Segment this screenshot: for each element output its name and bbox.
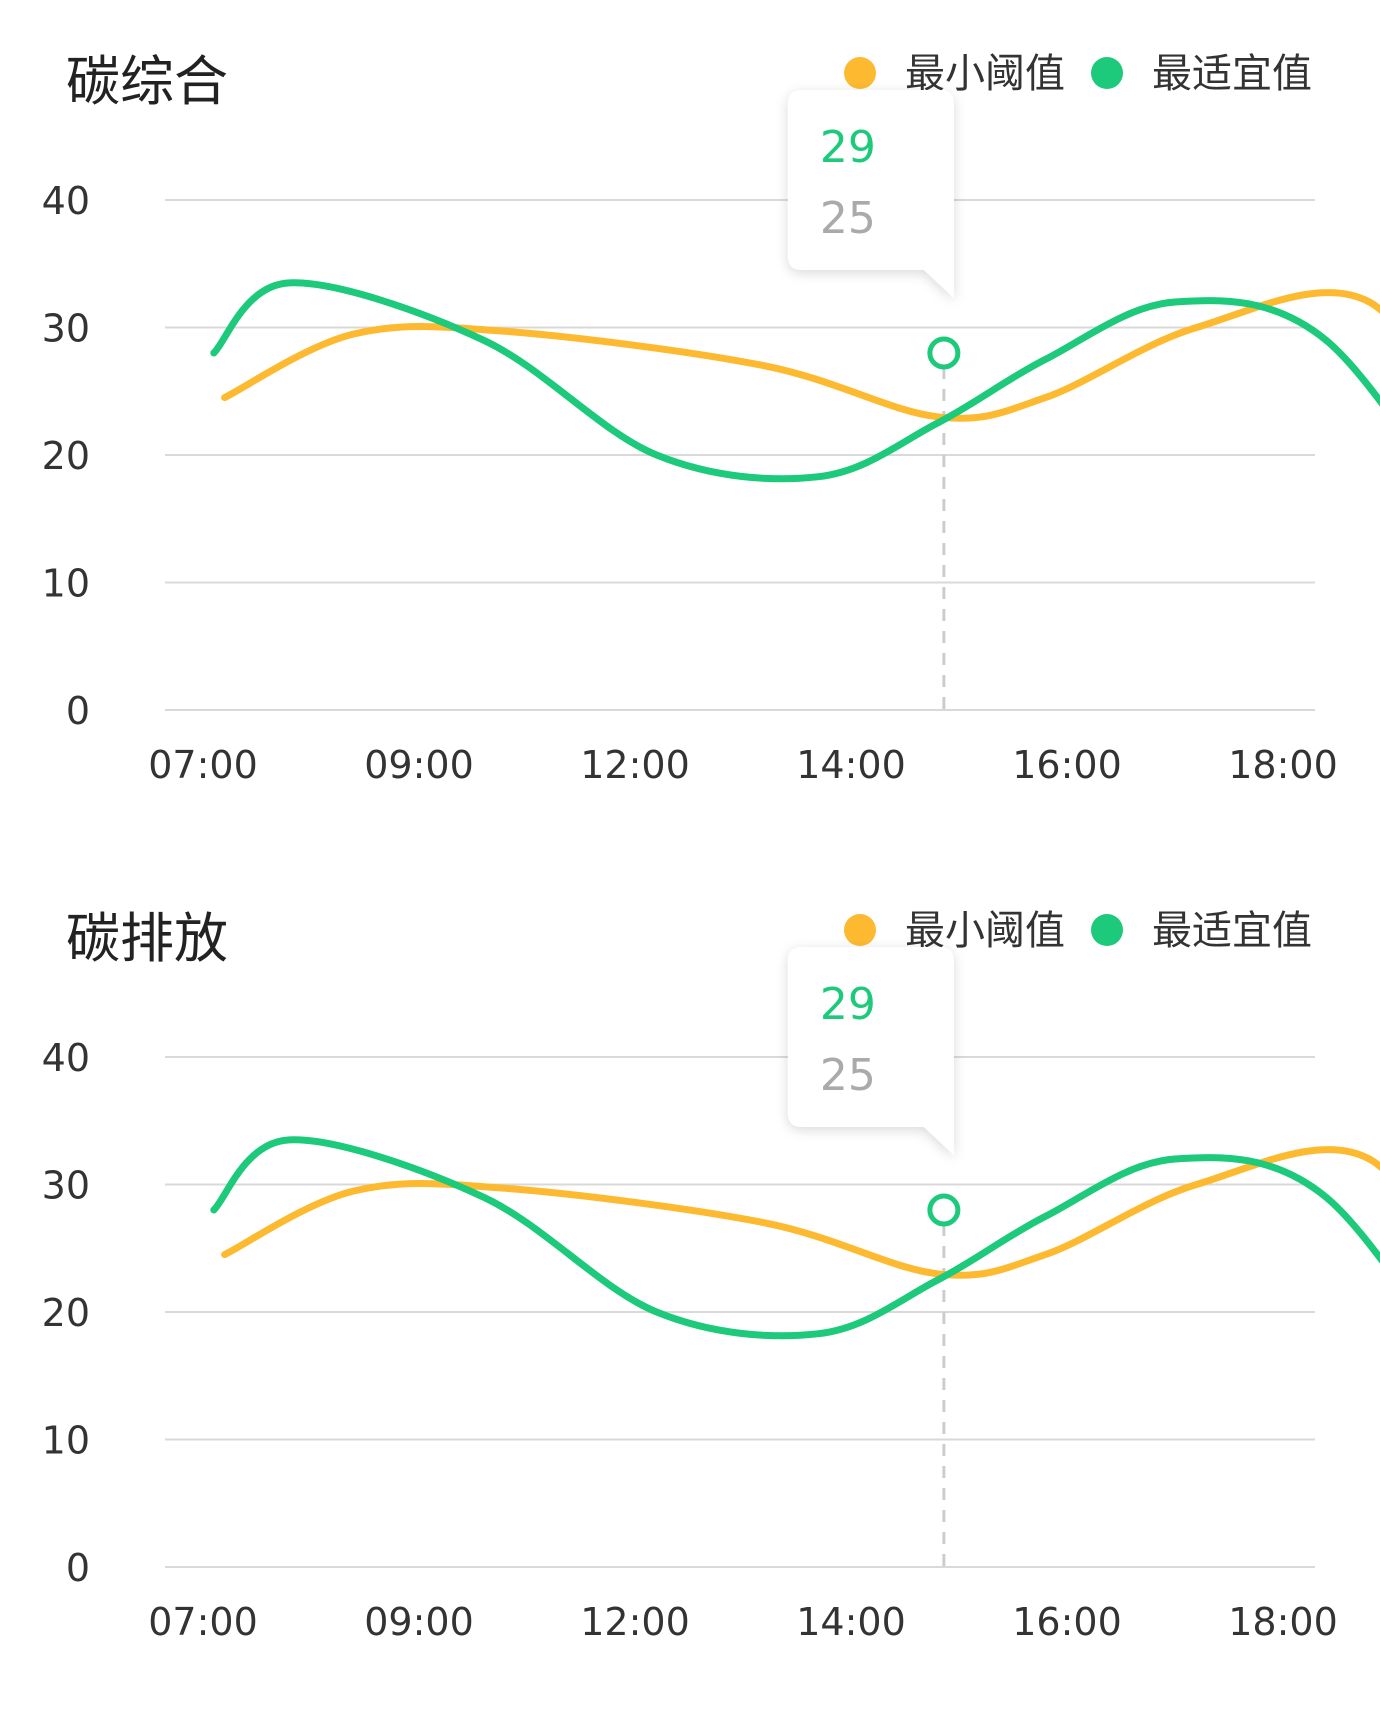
chart-panel-carbon-composite: 碳综合 最小阈值 最适宜值 40 30 20 10 0 07:00 09:00 12:00 14:00… (0, 0, 1380, 857)
chart-title: 碳排放 (66, 907, 228, 970)
y-tick-label: 30 (42, 1164, 90, 1208)
y-tick-label: 10 (42, 562, 90, 606)
legend-dot-opt (1091, 57, 1123, 89)
legend-label-min: 最小阈值 (905, 908, 1065, 954)
tooltip-box (787, 947, 954, 1155)
tooltip-marker[interactable] (927, 1193, 961, 1227)
x-tick-label: 14:00 (796, 1600, 906, 1644)
tooltip-secondary-value: 25 (820, 1050, 876, 1101)
series-line-opt (210, 279, 1380, 483)
y-tick-label: 10 (42, 1419, 90, 1463)
tooltip-primary-value: 29 (820, 122, 876, 173)
series-line-min (221, 1146, 1380, 1279)
x-tick-label: 18:00 (1228, 1600, 1338, 1644)
tooltip-secondary-value: 25 (820, 193, 876, 244)
legend-label-opt: 最适宜值 (1152, 908, 1312, 954)
chart-title: 碳综合 (66, 50, 228, 113)
x-tick-label: 07:00 (148, 743, 258, 787)
legend-label-opt: 最适宜值 (1152, 51, 1312, 97)
line-chart-carbon-composite[interactable]: 碳综合 最小阈值 最适宜值 40 30 20 10 0 07:00 09:00 12:00 14:00… (0, 0, 1380, 857)
x-tick-label: 14:00 (796, 743, 906, 787)
y-tick-label: 40 (42, 179, 90, 223)
tooltip-box (787, 90, 954, 298)
legend-dot-min (844, 914, 876, 946)
y-tick-label: 20 (42, 1291, 90, 1335)
y-tick-label: 30 (42, 307, 90, 351)
tooltip-marker[interactable] (927, 336, 961, 370)
x-tick-label: 07:00 (148, 1600, 258, 1644)
x-tick-label: 09:00 (364, 1600, 474, 1644)
line-chart-carbon-emission[interactable]: 碳排放 最小阈值 最适宜值 40 30 20 10 0 07:00 09:00 12:00 14:00… (0, 857, 1380, 1714)
x-tick-label: 12:00 (580, 743, 690, 787)
x-tick-label: 16:00 (1012, 743, 1122, 787)
x-tick-label: 12:00 (580, 1600, 690, 1644)
tooltip-primary-value: 29 (820, 979, 876, 1030)
legend-dot-opt (1091, 914, 1123, 946)
x-tick-label: 16:00 (1012, 1600, 1122, 1644)
y-tick-label: 0 (66, 1546, 90, 1590)
x-tick-label: 18:00 (1228, 743, 1338, 787)
series-line-min (221, 289, 1380, 422)
chart-panel-carbon-emission: 碳排放 最小阈值 最适宜值 40 30 20 10 0 07:00 09:00 12:00 14:00… (0, 857, 1380, 1714)
y-tick-label: 0 (66, 689, 90, 733)
series-line-opt (210, 1136, 1380, 1340)
legend-label-min: 最小阈值 (905, 51, 1065, 97)
y-tick-label: 40 (42, 1036, 90, 1080)
legend-dot-min (844, 57, 876, 89)
y-tick-label: 20 (42, 434, 90, 478)
x-tick-label: 09:00 (364, 743, 474, 787)
